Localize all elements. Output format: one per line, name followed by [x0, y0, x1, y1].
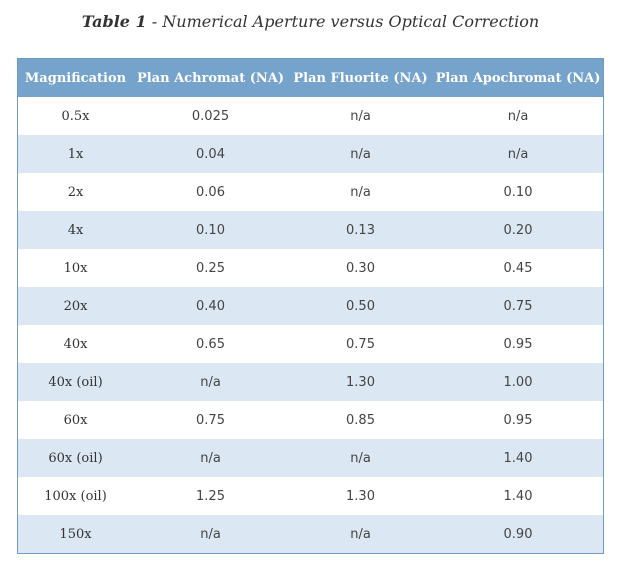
cell-plan-achromat: 0.025: [133, 97, 288, 135]
table-row: 60x 0.75 0.85 0.95: [18, 401, 603, 439]
table-row: 150x n/a n/a 0.90: [18, 515, 603, 553]
header-plan-fluorite: Plan Fluorite (NA): [288, 59, 433, 97]
table-row: 20x 0.40 0.50 0.75: [18, 287, 603, 325]
cell-plan-apochromat: 0.10: [433, 173, 603, 211]
table-row: 40x (oil) n/a 1.30 1.00: [18, 363, 603, 401]
cell-plan-fluorite: 1.30: [288, 477, 433, 515]
table-row: 4x 0.10 0.13 0.20: [18, 211, 603, 249]
cell-plan-fluorite: n/a: [288, 173, 433, 211]
cell-plan-achromat: 0.65: [133, 325, 288, 363]
cell-plan-achromat: 0.75: [133, 401, 288, 439]
table-header: Magnification Plan Achromat (NA) Plan Fl…: [18, 59, 603, 97]
table-row: 40x 0.65 0.75 0.95: [18, 325, 603, 363]
cell-plan-fluorite: 0.85: [288, 401, 433, 439]
cell-plan-apochromat: 0.75: [433, 287, 603, 325]
header-row: Magnification Plan Achromat (NA) Plan Fl…: [18, 59, 603, 97]
cell-plan-fluorite: n/a: [288, 515, 433, 553]
table-body: 0.5x 0.025 n/a n/a 1x 0.04 n/a n/a 2x 0.06 n/a 0.10…: [18, 97, 603, 553]
table-row: 100x (oil) 1.25 1.30 1.40: [18, 477, 603, 515]
cell-magnification: 20x: [18, 287, 133, 325]
table-row: 2x 0.06 n/a 0.10: [18, 173, 603, 211]
cell-plan-fluorite: 0.75: [288, 325, 433, 363]
cell-magnification: 1x: [18, 135, 133, 173]
cell-plan-achromat: 0.40: [133, 287, 288, 325]
header-magnification: Magnification: [18, 59, 133, 97]
cell-plan-fluorite: 0.13: [288, 211, 433, 249]
cell-plan-achromat: 0.06: [133, 173, 288, 211]
cell-magnification: 100x (oil): [18, 477, 133, 515]
cell-plan-achromat: n/a: [133, 363, 288, 401]
cell-magnification: 60x (oil): [18, 439, 133, 477]
header-plan-achromat: Plan Achromat (NA): [133, 59, 288, 97]
cell-plan-achromat: n/a: [133, 515, 288, 553]
cell-plan-fluorite: n/a: [288, 135, 433, 173]
cell-plan-apochromat: 1.40: [433, 477, 603, 515]
cell-plan-apochromat: 0.20: [433, 211, 603, 249]
cell-plan-apochromat: 0.45: [433, 249, 603, 287]
cell-magnification: 40x (oil): [18, 363, 133, 401]
cell-plan-apochromat: 0.95: [433, 325, 603, 363]
cell-magnification: 10x: [18, 249, 133, 287]
table-row: 1x 0.04 n/a n/a: [18, 135, 603, 173]
cell-plan-achromat: 0.10: [133, 211, 288, 249]
cell-plan-achromat: 0.25: [133, 249, 288, 287]
cell-plan-fluorite: n/a: [288, 97, 433, 135]
cell-plan-achromat: n/a: [133, 439, 288, 477]
cell-magnification: 40x: [18, 325, 133, 363]
cell-magnification: 0.5x: [18, 97, 133, 135]
cell-plan-achromat: 1.25: [133, 477, 288, 515]
aperture-table: Magnification Plan Achromat (NA) Plan Fl…: [18, 59, 603, 553]
cell-plan-fluorite: 0.30: [288, 249, 433, 287]
cell-plan-apochromat: 0.95: [433, 401, 603, 439]
cell-plan-fluorite: 0.50: [288, 287, 433, 325]
cell-plan-apochromat: n/a: [433, 135, 603, 173]
cell-plan-achromat: 0.04: [133, 135, 288, 173]
cell-plan-fluorite: 1.30: [288, 363, 433, 401]
table-row: 0.5x 0.025 n/a n/a: [18, 97, 603, 135]
table-caption-text: - Numerical Aperture versus Optical Corr…: [146, 12, 540, 31]
cell-plan-apochromat: 1.40: [433, 439, 603, 477]
table-row: 10x 0.25 0.30 0.45: [18, 249, 603, 287]
table-caption: Table 1 - Numerical Aperture versus Opti…: [0, 12, 621, 31]
header-plan-apochromat: Plan Apochromat (NA): [433, 59, 603, 97]
table-caption-label: Table 1: [81, 12, 147, 31]
cell-plan-fluorite: n/a: [288, 439, 433, 477]
cell-magnification: 60x: [18, 401, 133, 439]
cell-plan-apochromat: 1.00: [433, 363, 603, 401]
aperture-table-container: Magnification Plan Achromat (NA) Plan Fl…: [17, 58, 604, 554]
cell-magnification: 150x: [18, 515, 133, 553]
cell-magnification: 4x: [18, 211, 133, 249]
table-row: 60x (oil) n/a n/a 1.40: [18, 439, 603, 477]
cell-magnification: 2x: [18, 173, 133, 211]
cell-plan-apochromat: 0.90: [433, 515, 603, 553]
cell-plan-apochromat: n/a: [433, 97, 603, 135]
